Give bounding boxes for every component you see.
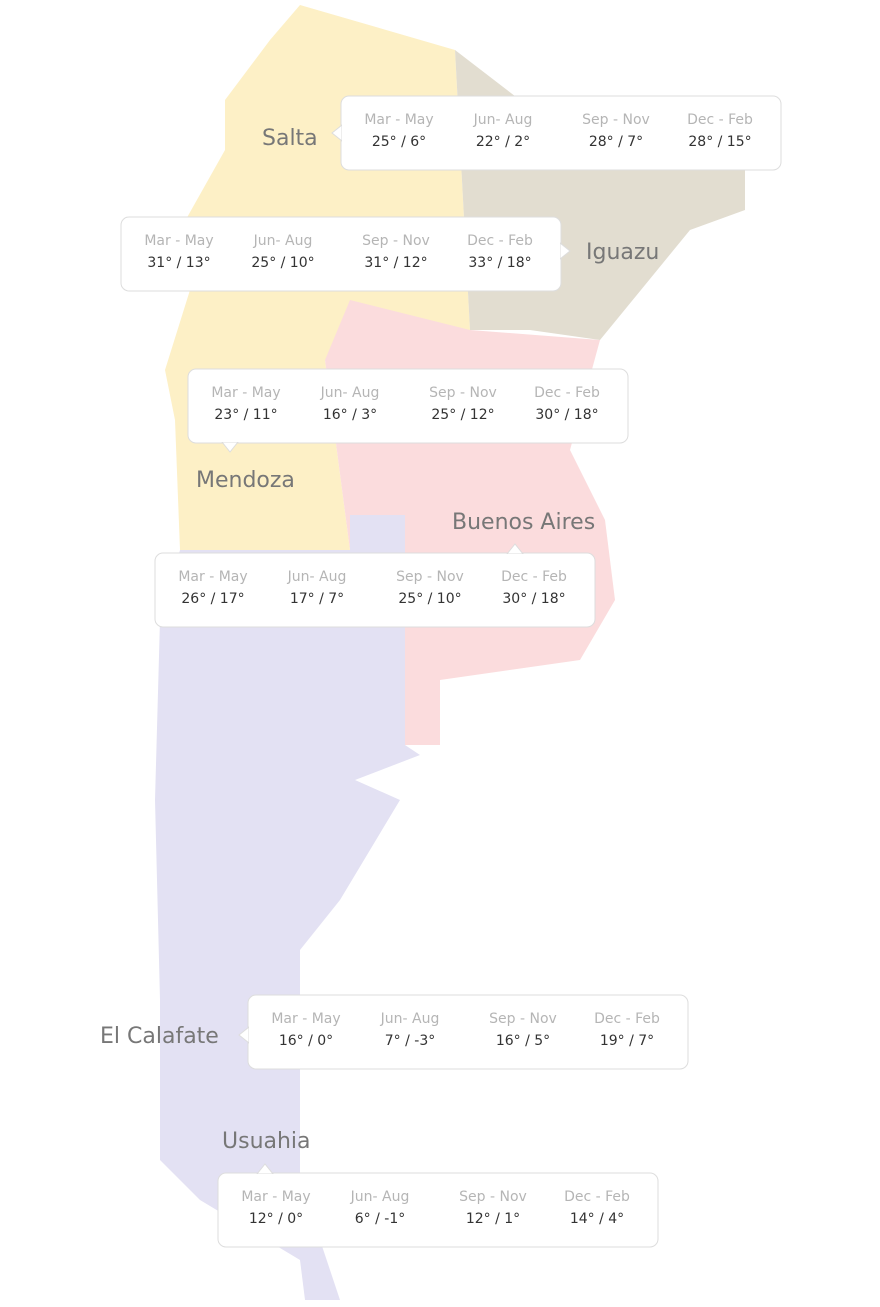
place-name: El Calafate	[100, 1024, 219, 1049]
card-mask	[342, 97, 780, 169]
temperature: 22° / 2°	[476, 134, 530, 150]
temperature: 7° / -3°	[385, 1033, 435, 1049]
temperature: 16° / 0°	[279, 1033, 333, 1049]
temperature: 31° / 13°	[147, 255, 210, 271]
temperature: 16° / 3°	[323, 407, 377, 423]
temperature: 31° / 12°	[364, 255, 427, 271]
regions	[155, 5, 745, 1300]
temperature: 28° / 7°	[589, 134, 643, 150]
season-label: Sep - Nov	[429, 385, 497, 401]
temperature: 14° / 4°	[570, 1211, 624, 1227]
location: Mendoza Mar - May 23° / 11° Jun- Aug 16° / 3…	[187, 368, 629, 493]
place-name: Iguazu	[586, 240, 659, 265]
place-name: Usuahia	[222, 1129, 311, 1154]
temperature: 25° / 10°	[251, 255, 314, 271]
season-label: Dec - Feb	[687, 112, 753, 128]
season-label: Jun- Aug	[253, 233, 313, 249]
card-mask	[156, 554, 594, 626]
place-name: Salta	[262, 126, 318, 151]
season-label: Jun- Aug	[287, 569, 347, 585]
temperature: 25° / 6°	[372, 134, 426, 150]
season-label: Sep - Nov	[489, 1011, 557, 1027]
temperature: 12° / 1°	[466, 1211, 520, 1227]
season-label: Mar - May	[211, 385, 280, 401]
season-label: Sep - Nov	[459, 1189, 527, 1205]
region-north-east	[455, 50, 745, 340]
location: Buenos Aires Mar - May 26° / 17° Jun- Aug 17…	[154, 510, 596, 628]
temperature: 19° / 7°	[600, 1033, 654, 1049]
temperature: 17° / 7°	[290, 591, 344, 607]
location: Salta Mar - May 25° / 6° Jun- Aug 22° / 2° Se…	[262, 95, 782, 171]
temperature: 25° / 12°	[431, 407, 494, 423]
region-patagonia	[155, 515, 420, 1300]
place-name: Mendoza	[196, 468, 295, 493]
temperature: 30° / 18°	[502, 591, 565, 607]
temperature: 26° / 17°	[181, 591, 244, 607]
season-label: Dec - Feb	[534, 385, 600, 401]
temperature: 23° / 11°	[214, 407, 277, 423]
temperature: 12° / 0°	[249, 1211, 303, 1227]
season-label: Dec - Feb	[501, 569, 567, 585]
card-mask	[249, 996, 687, 1068]
season-label: Mar - May	[241, 1189, 310, 1205]
cards: Salta Mar - May 25° / 6° Jun- Aug 22° / 2° Se…	[100, 95, 782, 1248]
temperature: 30° / 18°	[535, 407, 598, 423]
season-label: Sep - Nov	[362, 233, 430, 249]
season-label: Sep - Nov	[582, 112, 650, 128]
temperature: 25° / 10°	[398, 591, 461, 607]
season-label: Dec - Feb	[467, 233, 533, 249]
season-label: Sep - Nov	[396, 569, 464, 585]
season-label: Mar - May	[144, 233, 213, 249]
season-label: Jun- Aug	[350, 1189, 410, 1205]
temperature: 16° / 5°	[496, 1033, 550, 1049]
season-label: Jun- Aug	[380, 1011, 440, 1027]
location: Usuahia Mar - May 12° / 0° Jun- Aug 6° / -1°…	[217, 1129, 659, 1248]
location: Iguazu Mar - May 31° / 13° Jun- Aug 25° / 10…	[120, 216, 659, 292]
temperature: 28° / 15°	[688, 134, 751, 150]
card-mask	[219, 1174, 657, 1246]
season-label: Mar - May	[178, 569, 247, 585]
temperature: 6° / -1°	[355, 1211, 405, 1227]
season-label: Jun- Aug	[320, 385, 380, 401]
card-mask	[122, 218, 560, 290]
location: El Calafate Mar - May 16° / 0° Jun- Aug 7° /…	[100, 994, 689, 1070]
season-label: Dec - Feb	[594, 1011, 660, 1027]
season-label: Jun- Aug	[473, 112, 533, 128]
season-label: Mar - May	[271, 1011, 340, 1027]
card-mask	[189, 370, 627, 442]
temperature: 33° / 18°	[468, 255, 531, 271]
season-label: Mar - May	[364, 112, 433, 128]
place-name: Buenos Aires	[452, 510, 595, 535]
season-label: Dec - Feb	[564, 1189, 630, 1205]
